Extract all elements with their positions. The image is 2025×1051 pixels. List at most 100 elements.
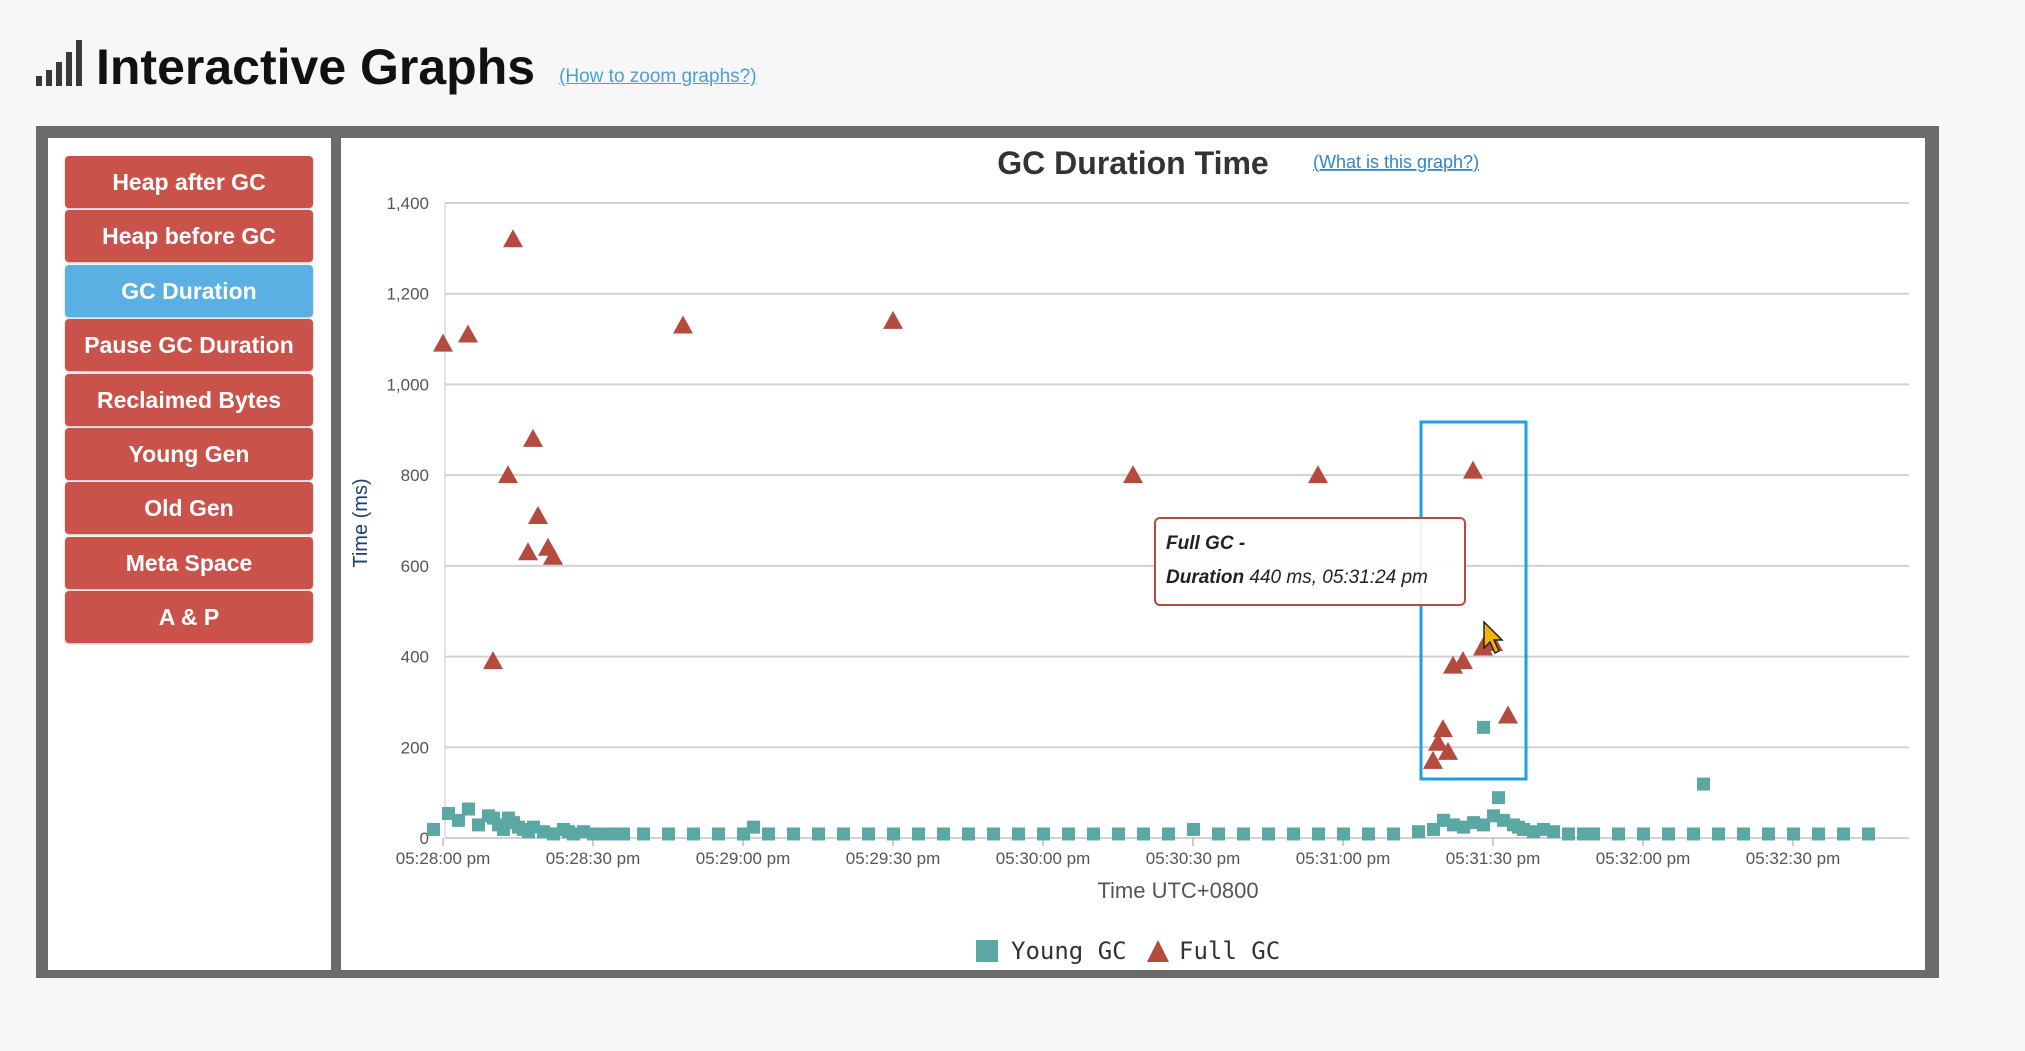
full-gc-point bbox=[883, 310, 903, 329]
y-tick-label: 800 bbox=[401, 466, 429, 485]
young-gc-point bbox=[987, 827, 1000, 841]
young-gc-point bbox=[837, 827, 850, 841]
x-tick-label: 05:28:30 pm bbox=[546, 849, 641, 868]
young-gc-point bbox=[1497, 813, 1510, 827]
young-gc-point bbox=[1547, 825, 1560, 839]
bar-chart-icon bbox=[36, 36, 82, 86]
young-gc-point bbox=[1517, 822, 1530, 836]
young-gc-point bbox=[1312, 827, 1325, 841]
full-gc-point bbox=[1433, 719, 1453, 738]
gc-duration-chart[interactable]: 0 200 400 600 800 1,000 1,200 1,400 05:28:00 pm… bbox=[341, 138, 1925, 970]
young-gc-point bbox=[1237, 827, 1250, 841]
young-gc-point bbox=[812, 827, 825, 841]
young-gc-point bbox=[1037, 827, 1050, 841]
young-gc-point bbox=[1492, 791, 1505, 805]
young-gc-point bbox=[862, 827, 875, 841]
full-gc-point bbox=[528, 505, 548, 524]
young-gc-point bbox=[1487, 809, 1500, 823]
young-gc-point bbox=[452, 813, 465, 827]
young-gc-point bbox=[497, 822, 510, 836]
young-gc-point bbox=[962, 827, 975, 841]
young-gc-point bbox=[1112, 827, 1125, 841]
graph-sidebar: Heap after GC Heap before GC GC Duration… bbox=[48, 138, 331, 970]
young-gc-point bbox=[1137, 827, 1150, 841]
young-gc-point bbox=[662, 827, 675, 841]
meta-space-button[interactable]: Meta Space bbox=[65, 537, 313, 589]
x-tick-label: 05:29:00 pm bbox=[696, 849, 791, 868]
young-gc-point bbox=[1412, 825, 1425, 839]
legend-full-gc-label[interactable]: Full GC bbox=[1179, 937, 1280, 965]
young-gc-point bbox=[1812, 827, 1825, 841]
young-gc-point bbox=[567, 827, 580, 841]
full-gc-point bbox=[1498, 705, 1518, 724]
a-and-p-button[interactable]: A & P bbox=[65, 591, 313, 643]
y-tick-label: 400 bbox=[401, 648, 429, 667]
legend-young-gc-label[interactable]: Young GC bbox=[1011, 937, 1127, 965]
young-gc-point bbox=[1687, 827, 1700, 841]
chart-title: GC Duration Time bbox=[997, 145, 1268, 181]
y-tick-label: 1,000 bbox=[386, 375, 429, 394]
x-tick-label: 05:30:00 pm bbox=[996, 849, 1091, 868]
young-gc-point bbox=[547, 827, 560, 841]
young-gc-point bbox=[1087, 827, 1100, 841]
pause-gc-duration-button[interactable]: Pause GC Duration bbox=[65, 319, 313, 371]
young-gc-point bbox=[1862, 827, 1875, 841]
young-gc-point bbox=[1187, 822, 1200, 836]
young-gen-button[interactable]: Young Gen bbox=[65, 428, 313, 480]
heap-before-gc-button[interactable]: Heap before GC bbox=[65, 210, 313, 262]
y-tick-label: 1,400 bbox=[386, 194, 429, 213]
young-gc-point bbox=[937, 827, 950, 841]
full-gc-point bbox=[458, 324, 478, 343]
young-gc-point bbox=[1427, 822, 1440, 836]
full-gc-point bbox=[1453, 651, 1473, 670]
young-gc-point bbox=[747, 820, 760, 834]
old-gen-button[interactable]: Old Gen bbox=[65, 482, 313, 534]
full-gc-point bbox=[1473, 637, 1493, 656]
full-gc-point bbox=[503, 229, 523, 248]
young-gc-point bbox=[462, 802, 475, 816]
legend-young-gc-marker bbox=[976, 940, 998, 962]
y-tick-label: 1,200 bbox=[386, 285, 429, 304]
y-tick-label: 600 bbox=[401, 557, 429, 576]
young-gc-point bbox=[1337, 827, 1350, 841]
tooltip-series: Full GC - bbox=[1166, 533, 1245, 554]
young-gc-point bbox=[1612, 827, 1625, 841]
full-gc-point bbox=[1443, 655, 1463, 674]
zoom-help-link[interactable]: (How to zoom graphs?) bbox=[559, 66, 757, 87]
reclaimed-bytes-button[interactable]: Reclaimed Bytes bbox=[65, 374, 313, 426]
young-gc-point bbox=[1587, 827, 1600, 841]
young-gc-point bbox=[1467, 816, 1480, 830]
svg-text:Duration 440 ms, 05:31:24 pm: Duration 440 ms, 05:31:24 pm bbox=[1166, 567, 1428, 588]
young-gc-point bbox=[1527, 825, 1540, 839]
tooltip-label: Duration bbox=[1166, 567, 1244, 588]
young-gc-point bbox=[427, 822, 440, 836]
young-gc-point bbox=[607, 827, 620, 841]
full-gc-point bbox=[518, 542, 538, 561]
full-gc-point bbox=[523, 428, 543, 447]
young-gc-point bbox=[1787, 827, 1800, 841]
young-gc-point bbox=[762, 827, 775, 841]
page-title: Interactive Graphs bbox=[96, 39, 536, 95]
young-gc-point bbox=[712, 827, 725, 841]
y-tick-label: 200 bbox=[401, 738, 429, 757]
legend[interactable]: Young GC Full GC bbox=[976, 937, 1280, 965]
young-gc-point bbox=[687, 827, 700, 841]
x-axis-label: Time UTC+0800 bbox=[1097, 878, 1258, 903]
heap-after-gc-button[interactable]: Heap after GC bbox=[65, 156, 313, 208]
full-gc-point bbox=[1308, 465, 1328, 484]
young-gc-point bbox=[1457, 820, 1470, 834]
young-gc-point bbox=[1062, 827, 1075, 841]
young-gc-point bbox=[1477, 720, 1490, 734]
young-gc-point bbox=[617, 827, 630, 841]
chart-panel: 0 200 400 600 800 1,000 1,200 1,400 05:28:00 pm… bbox=[341, 138, 1925, 970]
young-gc-point bbox=[637, 827, 650, 841]
young-gc-point bbox=[1012, 827, 1025, 841]
tooltip: Full GC - Duration 440 ms, 05:31:24 pm bbox=[1154, 517, 1466, 606]
page-header: Interactive Graphs (How to zoom graphs?) bbox=[36, 36, 757, 92]
young-gc-point bbox=[1662, 827, 1675, 841]
x-tick-label: 05:28:00 pm bbox=[396, 849, 491, 868]
tooltip-value: 440 ms, 05:31:24 pm bbox=[1249, 567, 1428, 588]
gc-duration-button[interactable]: GC Duration bbox=[65, 265, 313, 317]
young-gc-point bbox=[442, 807, 455, 821]
what-is-this-graph-link[interactable]: (What is this graph?) bbox=[1313, 152, 1479, 172]
